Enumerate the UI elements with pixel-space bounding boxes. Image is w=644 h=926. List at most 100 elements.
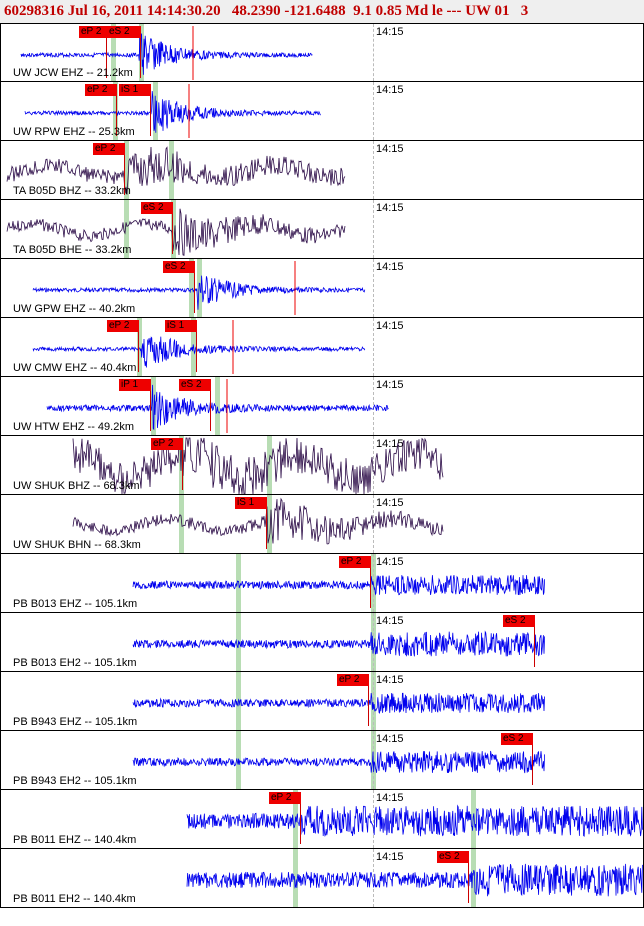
phase-pick-line <box>266 509 267 549</box>
time-grid-label: 14:15 <box>376 143 404 155</box>
channel-panel: 14:15 iS 1 UW SHUK BHN -- 68.3km <box>0 495 644 554</box>
waveform-trace <box>132 574 545 596</box>
channel-panel: 14:15 eS 2 PB B011 EH2 -- 140.4km <box>0 849 644 908</box>
theoretical-arrival-marker <box>197 259 202 317</box>
waveform-trace <box>32 261 366 315</box>
channel-label: UW SHUK BHZ -- 68.3km <box>13 480 140 492</box>
phase-pick-line <box>138 332 139 372</box>
phase-pick-line <box>370 568 371 608</box>
waveform-trace <box>24 84 321 138</box>
time-grid-label: 14:15 <box>376 674 404 686</box>
phase-pick-label[interactable]: eS 2 <box>163 261 195 273</box>
phase-pick-line <box>182 450 183 490</box>
waveform-panels: 14:15 eP 2 eS 2 UW JCW EHZ -- 21.2km 14:15 eP… <box>0 23 644 908</box>
waveform-line <box>132 750 545 774</box>
waveform-trace <box>46 379 389 433</box>
phase-pick-label[interactable]: iS 1 <box>165 320 197 332</box>
phase-pick-label[interactable]: eS 2 <box>179 379 211 391</box>
waveform-line <box>20 31 313 75</box>
phase-pick-label[interactable]: eS 2 <box>437 851 469 863</box>
waveform-line <box>32 275 366 310</box>
phase-pick-label[interactable]: eS 2 <box>501 733 533 745</box>
time-grid-line <box>373 141 374 199</box>
theoretical-arrival-marker <box>471 849 476 907</box>
time-grid-label: 14:15 <box>376 615 404 627</box>
time-grid-line <box>373 377 374 435</box>
channel-panel: 14:15 eP 2 TA B05D BHZ -- 33.2km <box>0 141 644 200</box>
theoretical-arrival-marker <box>113 82 118 140</box>
channel-label: UW HTW EHZ -- 49.2km <box>13 421 134 433</box>
theoretical-arrival-marker <box>137 318 142 376</box>
phase-pick-label[interactable]: eP 2 <box>151 438 183 450</box>
time-grid-line <box>373 672 374 730</box>
waveform-line <box>32 336 366 368</box>
waveform-line <box>132 574 545 596</box>
phase-pick-label[interactable]: iS 1 <box>119 84 151 96</box>
channel-label: UW CMW EHZ -- 40.4km <box>13 362 137 374</box>
phase-pick-label[interactable]: eP 2 <box>85 84 117 96</box>
channel-label: TA B05D BHZ -- 33.2km <box>13 185 131 197</box>
waveform-trace <box>132 692 545 714</box>
waveform-line <box>72 437 444 494</box>
channel-label: UW RPW EHZ -- 25.3km <box>13 126 135 138</box>
channel-panel: 14:15 eS 2 PB B013 EH2 -- 105.1km <box>0 613 644 672</box>
phase-pick-label[interactable]: eP 2 <box>269 792 301 804</box>
phase-pick-label[interactable]: eP 2 <box>337 674 369 686</box>
time-grid-line <box>373 259 374 317</box>
waveform-line <box>132 630 545 657</box>
waveform-trace <box>186 804 643 837</box>
channel-panel: 14:15 eP 2 UW SHUK BHZ -- 68.3km <box>0 436 644 495</box>
theoretical-arrival-marker <box>151 377 156 435</box>
phase-pick-label[interactable]: eS 2 <box>503 615 535 627</box>
theoretical-arrival-marker <box>189 259 194 317</box>
channel-panel: 14:15 eS 2 PB B943 EH2 -- 105.1km <box>0 731 644 790</box>
waveform-trace <box>186 863 643 897</box>
channel-label: PB B013 EH2 -- 105.1km <box>13 657 137 669</box>
phase-pick-line <box>210 391 211 431</box>
channel-label: TA B05D BHE -- 33.2km <box>13 244 132 256</box>
phase-pick-label[interactable]: eS 2 <box>107 26 141 38</box>
time-grid-label: 14:15 <box>376 320 404 332</box>
time-grid-label: 14:15 <box>376 497 404 509</box>
phase-pick-line <box>194 273 195 313</box>
waveform-trace <box>6 146 346 195</box>
phase-pick-label[interactable]: iP 1 <box>119 379 151 391</box>
waveform-line <box>186 863 643 897</box>
phase-pick-line <box>196 332 197 372</box>
phase-pick-label[interactable]: eP 2 <box>339 556 371 568</box>
theoretical-arrival-marker <box>139 24 144 81</box>
phase-pick-line <box>534 627 535 667</box>
channel-label: UW JCW EHZ -- 21.2km <box>13 67 133 79</box>
phase-pick-label[interactable]: eP 2 <box>79 26 107 38</box>
phase-pick-line <box>140 38 141 78</box>
time-grid-label: 14:15 <box>376 792 404 804</box>
channel-label: UW GPW EHZ -- 40.2km <box>13 303 136 315</box>
time-grid-line <box>373 849 374 907</box>
phase-pick-line <box>300 804 301 844</box>
channel-label: PB B943 EHZ -- 105.1km <box>13 716 138 728</box>
phase-pick-line <box>116 96 117 136</box>
waveform-trace <box>72 437 444 494</box>
phase-pick-line <box>468 863 469 903</box>
phase-pick-line <box>532 745 533 785</box>
channel-label: UW SHUK BHN -- 68.3km <box>13 539 141 551</box>
channel-label: PB B011 EH2 -- 140.4km <box>13 893 136 905</box>
waveform-line <box>186 804 643 837</box>
waveform-line <box>6 146 346 195</box>
waveform-trace <box>20 26 313 80</box>
channel-panel: 14:15 eP 2 iS 1 UW CMW EHZ -- 40.4km <box>0 318 644 377</box>
waveform-line <box>46 384 389 431</box>
time-grid-line <box>373 24 374 81</box>
theoretical-arrival-marker <box>111 24 116 81</box>
phase-pick-label[interactable]: eP 2 <box>93 143 125 155</box>
waveform-trace <box>132 750 545 774</box>
phase-pick-line <box>150 391 151 431</box>
phase-pick-label[interactable]: eP 2 <box>107 320 139 332</box>
channel-panel: 14:15 eP 2 eS 2 UW JCW EHZ -- 21.2km <box>0 23 644 82</box>
phase-pick-label[interactable]: iS 1 <box>235 497 267 509</box>
phase-pick-line <box>368 686 369 726</box>
channel-panel: 14:15 eP 2 PB B943 EHZ -- 105.1km <box>0 672 644 731</box>
event-summary: 60298316 Jul 16, 2011 14:14:30.20 48.239… <box>4 3 529 19</box>
phase-pick-label[interactable]: eS 2 <box>141 202 173 214</box>
theoretical-arrival-marker <box>124 141 129 199</box>
